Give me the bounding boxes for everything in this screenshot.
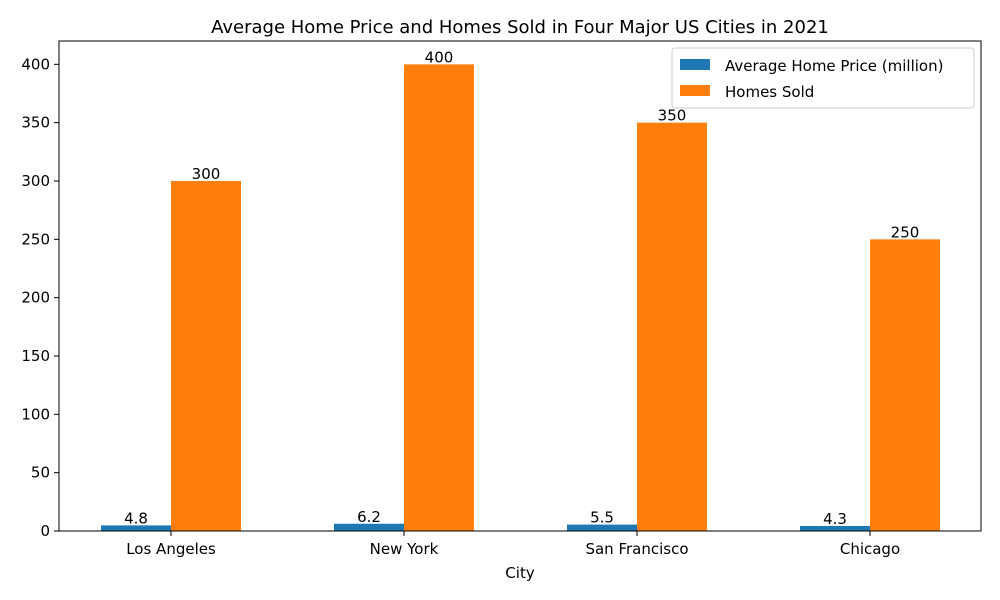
y-tick-label: 50 [31, 464, 50, 482]
y-tick-label: 0 [40, 522, 50, 540]
chart-title: Average Home Price and Homes Sold in Fou… [211, 17, 829, 38]
data-label-sold-new-york: 400 [425, 48, 454, 66]
bar-sold-new-york [404, 64, 474, 531]
legend-swatch-sold [680, 85, 710, 96]
bar-price-san-francisco [567, 524, 637, 531]
x-tick-label: Los Angeles [126, 540, 216, 558]
legend-label-price: Average Home Price (million) [725, 57, 943, 75]
bar-sold-chicago [870, 239, 940, 532]
bar-price-chicago [800, 525, 870, 531]
x-tick-label: Chicago [840, 540, 900, 558]
legend-label-sold: Homes Sold [725, 83, 814, 101]
legend: Average Home Price (million) Homes Sold [671, 47, 975, 109]
bar-price-new-york [334, 523, 404, 531]
plot-area: 4.8 6.2 5.5 4.3 300 400 350 250 0 50 100 150 200 250 3… [21, 40, 982, 558]
data-label-price-los-angeles: 4.8 [124, 509, 148, 527]
bar-sold-los-angeles [171, 181, 241, 531]
bar-sold-san-francisco [637, 122, 707, 532]
x-tick-label: New York [370, 540, 439, 558]
x-axis-label: City [505, 564, 535, 582]
y-tick-label: 100 [21, 405, 50, 423]
data-label-price-new-york: 6.2 [357, 508, 381, 526]
data-label-sold-chicago: 250 [891, 223, 920, 241]
bar-price-los-angeles [101, 525, 171, 531]
y-tick-label: 200 [21, 289, 50, 307]
y-tick-label: 350 [21, 114, 50, 132]
data-label-price-san-francisco: 5.5 [590, 509, 614, 527]
plot-frame [58, 40, 982, 532]
data-label-sold-los-angeles: 300 [192, 165, 221, 183]
y-tick-label: 400 [21, 55, 50, 73]
y-tick-label: 250 [21, 230, 50, 248]
x-tick-label: San Francisco [585, 540, 688, 558]
legend-swatch-price [680, 59, 710, 70]
y-tick-label: 150 [21, 347, 50, 365]
legend-box [671, 47, 975, 109]
data-label-price-chicago: 4.3 [823, 510, 847, 528]
data-label-sold-san-francisco: 350 [658, 107, 687, 125]
y-tick-label: 300 [21, 172, 50, 190]
